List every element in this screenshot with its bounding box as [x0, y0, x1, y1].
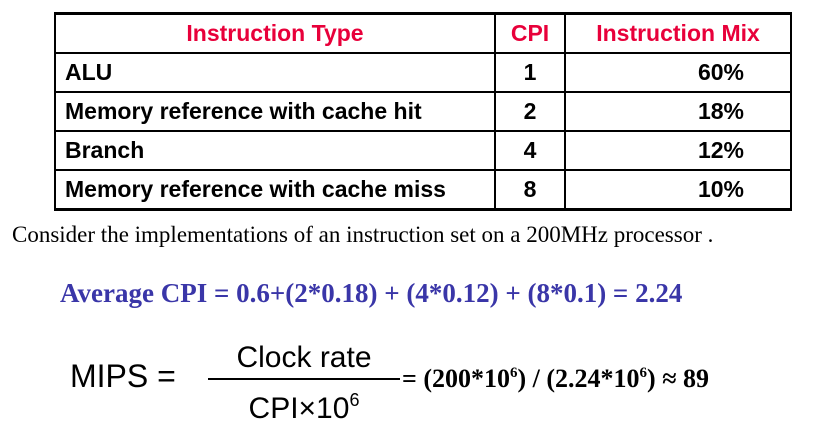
- table-header-row: Instruction Type CPI Instruction Mix: [54, 12, 792, 54]
- mips-label: MIPS =: [70, 358, 176, 394]
- row-cpi: 1: [494, 52, 566, 93]
- row-mix: 60%: [564, 52, 792, 93]
- table-row: Memory reference with cache miss 8 10%: [54, 169, 792, 211]
- row-mix: 10%: [564, 169, 792, 211]
- row-type: Memory reference with cache miss: [54, 169, 496, 211]
- fraction-numerator: Clock rate: [236, 341, 372, 374]
- header-cpi: CPI: [494, 12, 566, 54]
- mips-result: = (200*106) / (2.24*106) ≈ 89: [402, 364, 709, 394]
- row-cpi: 8: [494, 169, 566, 211]
- table-row: Memory reference with cache hit 2 18%: [54, 91, 792, 132]
- mips-fraction: Clock rate CPI×106: [208, 340, 400, 427]
- denominator-base: CPI×10: [248, 392, 350, 425]
- table-row: Branch 4 12%: [54, 130, 792, 171]
- average-cpi-formula: Average CPI = 0.6+(2*0.18) + (4*0.12) + …: [60, 278, 683, 308]
- mips-rhs-exp2: 6: [639, 365, 648, 381]
- denominator-exponent: 6: [349, 390, 360, 410]
- row-type: ALU: [54, 52, 496, 93]
- mips-rhs-exp1: 6: [509, 365, 518, 381]
- header-instruction-mix: Instruction Mix: [564, 12, 792, 54]
- cpi-table: Instruction Type CPI Instruction Mix ALU…: [54, 12, 792, 211]
- mips-rhs-part2: ) / (2.24*10: [517, 364, 640, 393]
- row-cpi: 4: [494, 130, 566, 171]
- row-mix: 18%: [564, 91, 792, 132]
- header-instruction-type: Instruction Type: [54, 12, 496, 54]
- fraction-denominator: CPI×106: [208, 382, 400, 427]
- mips-rhs-part1: = (200*10: [402, 364, 510, 393]
- row-type: Branch: [54, 130, 496, 171]
- mips-rhs-part3: ) ≈ 89: [647, 364, 709, 393]
- row-type: Memory reference with cache hit: [54, 91, 496, 132]
- table-row: ALU 1 60%: [54, 52, 792, 93]
- fraction-bar: [208, 378, 400, 380]
- consider-text: Consider the implementations of an instr…: [12, 222, 714, 247]
- row-mix: 12%: [564, 130, 792, 171]
- row-cpi: 2: [494, 91, 566, 132]
